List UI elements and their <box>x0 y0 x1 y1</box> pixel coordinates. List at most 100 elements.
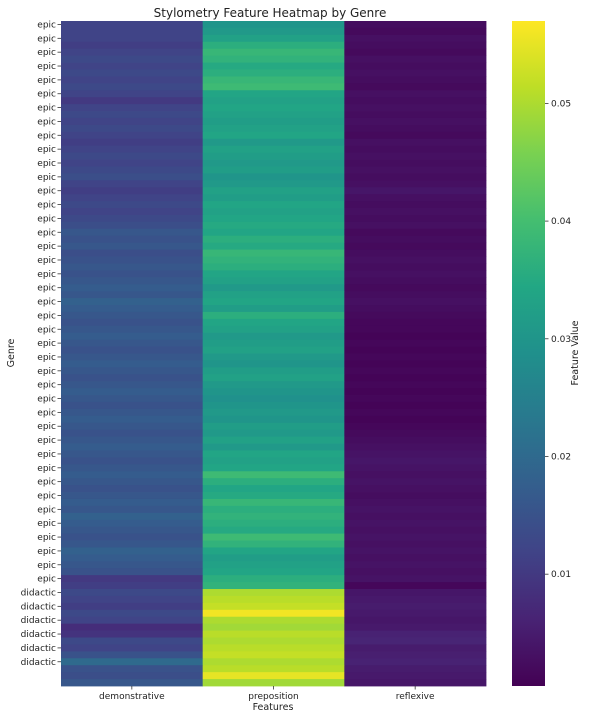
heatmap-cell <box>202 104 345 112</box>
y-tick-label: didactic <box>21 644 56 654</box>
heatmap-cell <box>202 540 345 548</box>
colorbar-tick-label: 0.02 <box>551 452 571 462</box>
y-tick-label: epic <box>37 242 56 252</box>
heatmap-cell <box>202 270 345 278</box>
x-tick-label: preposition <box>248 692 298 702</box>
heatmap-cell <box>61 97 204 105</box>
heatmap-cell <box>344 478 487 486</box>
heatmap-cell <box>344 679 487 687</box>
y-tick-label: epic <box>37 450 56 460</box>
heatmap-cell <box>344 672 487 680</box>
heatmap-cell <box>202 152 345 160</box>
heatmap-cell <box>61 651 204 659</box>
heatmap-cell <box>202 658 345 666</box>
heatmap-cell <box>202 124 345 133</box>
heatmap-cell <box>61 256 204 264</box>
heatmap-cell <box>344 374 487 382</box>
heatmap-cell <box>61 589 204 597</box>
heatmap-cell <box>344 214 487 223</box>
heatmap-cell <box>344 263 487 271</box>
heatmap-cell <box>61 291 204 299</box>
heatmap-cell <box>202 464 345 472</box>
heatmap-cell <box>202 21 345 29</box>
heatmap-cell <box>344 27 487 36</box>
heatmap-cell <box>344 485 487 493</box>
heatmap-cell <box>202 644 345 652</box>
heatmap-cell <box>344 623 487 631</box>
heatmap-cell <box>344 637 487 645</box>
heatmap-cell <box>61 512 204 521</box>
heatmap-cell <box>344 90 487 98</box>
heatmap-cell <box>61 602 204 611</box>
heatmap-cell <box>202 457 345 465</box>
heatmap-cell <box>344 124 487 133</box>
heatmap-cell <box>61 27 204 36</box>
heatmap-cell <box>61 166 204 174</box>
heatmap-cell <box>344 388 487 396</box>
x-axis-label: Features <box>253 702 294 713</box>
heatmap-cell <box>61 630 204 638</box>
chart-title: Stylometry Feature Heatmap by Genre <box>154 6 387 20</box>
heatmap-cell <box>202 679 345 687</box>
heatmap-cell <box>202 97 345 105</box>
heatmap-cell <box>202 623 345 631</box>
heatmap-cell <box>344 111 487 119</box>
heatmap-cell <box>202 616 345 625</box>
heatmap-cell <box>61 69 204 77</box>
heatmap-cell <box>61 104 204 112</box>
heatmap-cell <box>202 27 345 36</box>
heatmap-cell <box>344 145 487 154</box>
colorbar-tick-label: 0.01 <box>551 570 571 580</box>
y-tick-label: epic <box>37 436 56 446</box>
heatmap-cell <box>344 582 487 590</box>
heatmap-cell <box>202 478 345 486</box>
heatmap-cell <box>202 90 345 98</box>
heatmap-cell <box>202 159 345 167</box>
heatmap-cell <box>344 408 487 417</box>
heatmap-cell <box>61 367 204 375</box>
heatmap-cell <box>344 568 487 576</box>
y-tick-label: epic <box>37 519 56 529</box>
heatmap-cell <box>202 55 345 63</box>
heatmap-cell <box>202 346 345 354</box>
heatmap-cell <box>344 498 487 507</box>
heatmap-cell <box>202 381 345 389</box>
y-tick-label: epic <box>37 48 56 58</box>
heatmap-cell <box>202 609 345 618</box>
heatmap-cell <box>344 443 487 451</box>
heatmap-cell <box>344 173 487 181</box>
heatmap-cell <box>344 201 487 209</box>
heatmap-cell <box>61 408 204 417</box>
heatmap-cell <box>344 367 487 375</box>
heatmap-cell <box>202 166 345 174</box>
heatmap-cell <box>344 311 487 320</box>
heatmap-cell <box>202 422 345 431</box>
heatmap-cell <box>344 589 487 597</box>
heatmap-cell <box>202 512 345 521</box>
heatmap-cell <box>344 83 487 91</box>
heatmap-cell <box>344 353 487 361</box>
heatmap-cell <box>202 173 345 181</box>
heatmap-cell <box>202 492 345 500</box>
heatmap-cell <box>344 221 487 230</box>
heatmap-cell <box>202 214 345 223</box>
heatmap-cell <box>202 415 345 424</box>
heatmap-cell <box>202 242 345 250</box>
heatmap-cell <box>61 235 204 244</box>
y-tick-label: epic <box>37 173 56 183</box>
heatmap-cell <box>61 117 204 126</box>
heatmap-cell <box>202 228 345 237</box>
heatmap-cell <box>344 166 487 174</box>
heatmap-cell <box>202 388 345 396</box>
heatmap-cell <box>61 339 204 347</box>
heatmap-cell <box>61 395 204 403</box>
heatmap-cell <box>61 263 204 271</box>
heatmap-cell <box>344 187 487 195</box>
heatmap-cell <box>344 180 487 188</box>
heatmap-cell <box>61 242 204 250</box>
heatmap-cell <box>344 249 487 257</box>
y-tick-label: epic <box>37 395 56 405</box>
heatmap-cell <box>344 381 487 389</box>
heatmap-cell <box>344 48 487 57</box>
